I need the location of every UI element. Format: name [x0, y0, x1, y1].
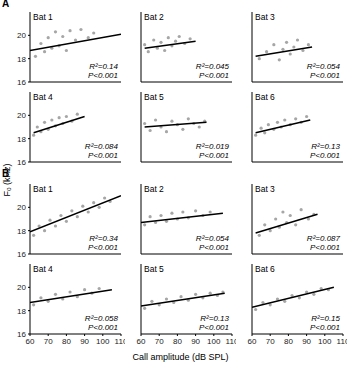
- html-text:R²=0.058: R²=0.058: [84, 314, 118, 323]
- svg-text:90: 90: [302, 337, 311, 346]
- svg-text:70: 70: [44, 337, 53, 346]
- svg-text:16: 16: [17, 250, 26, 259]
- html-text:P<0.001: P<0.001: [88, 323, 118, 332]
- svg-text:90: 90: [191, 337, 200, 346]
- html-text:Bat 6: Bat 6: [255, 264, 275, 274]
- svg-text:60: 60: [137, 337, 146, 346]
- svg-text:110: 110: [115, 337, 125, 346]
- svg-text:16: 16: [17, 330, 26, 339]
- svg-text:18: 18: [17, 55, 26, 64]
- svg-text:20: 20: [17, 283, 26, 292]
- html-text:Bat 5: Bat 5: [144, 92, 164, 102]
- html-text:Bat 5: Bat 5: [144, 264, 164, 274]
- svg-text:16: 16: [17, 158, 26, 167]
- svg-text:110: 110: [226, 337, 236, 346]
- html-text:P<0.001: P<0.001: [199, 243, 229, 252]
- svg-text:18: 18: [17, 227, 26, 236]
- html-text:P<0.001: P<0.001: [199, 71, 229, 80]
- html-text:R²=0.054: R²=0.054: [195, 234, 229, 243]
- html-text:R²=0.084: R²=0.084: [84, 142, 118, 151]
- html-text:Bat 4: Bat 4: [33, 264, 53, 274]
- svg-text:100: 100: [96, 337, 110, 346]
- html-text:R²=0.15: R²=0.15: [311, 314, 340, 323]
- html-text:R²=0.087: R²=0.087: [306, 234, 340, 243]
- svg-text:20: 20: [17, 111, 26, 120]
- svg-text:90: 90: [80, 337, 89, 346]
- html-text:P<0.001: P<0.001: [199, 323, 229, 332]
- svg-text:80: 80: [62, 337, 71, 346]
- svg-text:70: 70: [155, 337, 164, 346]
- html-text:Bat 3: Bat 3: [255, 12, 275, 22]
- html-text:Bat 6: Bat 6: [255, 92, 275, 102]
- svg-text:80: 80: [173, 337, 182, 346]
- svg-text:100: 100: [318, 337, 332, 346]
- html-text:P<0.001: P<0.001: [310, 323, 340, 332]
- html-text:P<0.001: P<0.001: [310, 243, 340, 252]
- html-text:Bat 1: Bat 1: [33, 184, 53, 194]
- html-text:R²=0.14: R²=0.14: [89, 62, 118, 71]
- svg-text:100: 100: [207, 337, 221, 346]
- html-text:P<0.001: P<0.001: [88, 151, 118, 160]
- html-text:R²=0.054: R²=0.054: [306, 62, 340, 71]
- html-text:Bat 1: Bat 1: [33, 12, 53, 22]
- html-text:R²=0.045: R²=0.045: [195, 62, 229, 71]
- svg-text:70: 70: [266, 337, 275, 346]
- html-text:P<0.001: P<0.001: [88, 71, 118, 80]
- html-text:Bat 4: Bat 4: [33, 92, 53, 102]
- html-text:Bat 2: Bat 2: [144, 184, 164, 194]
- html-text:R²=0.019: R²=0.019: [195, 142, 229, 151]
- html-text:R²=0.13: R²=0.13: [311, 142, 340, 151]
- html-text:Bat 2: Bat 2: [144, 12, 164, 22]
- html-text:R²=0.13: R²=0.13: [200, 314, 229, 323]
- html-text:B: B: [2, 168, 10, 179]
- html-text:R²=0.34: R²=0.34: [89, 234, 118, 243]
- svg-text:60: 60: [248, 337, 257, 346]
- html-text:P<0.001: P<0.001: [88, 243, 118, 252]
- svg-text:110: 110: [337, 337, 339, 346]
- html-text:F₀ (kHz): F₀ (kHz): [2, 163, 12, 197]
- svg-text:60: 60: [26, 337, 35, 346]
- html-text:P<0.001: P<0.001: [310, 71, 340, 80]
- svg-text:20: 20: [17, 31, 26, 40]
- svg-text:16: 16: [17, 78, 26, 87]
- svg-text:18: 18: [17, 135, 26, 144]
- html-text:Bat 3: Bat 3: [255, 184, 275, 194]
- html-text:Call amplitude (dB SPL): Call amplitude (dB SPL): [132, 352, 229, 362]
- svg-text:80: 80: [284, 337, 293, 346]
- svg-text:20: 20: [17, 203, 26, 212]
- html-text:P<0.001: P<0.001: [199, 151, 229, 160]
- svg-text:18: 18: [17, 307, 26, 316]
- html-text:P<0.001: P<0.001: [310, 151, 340, 160]
